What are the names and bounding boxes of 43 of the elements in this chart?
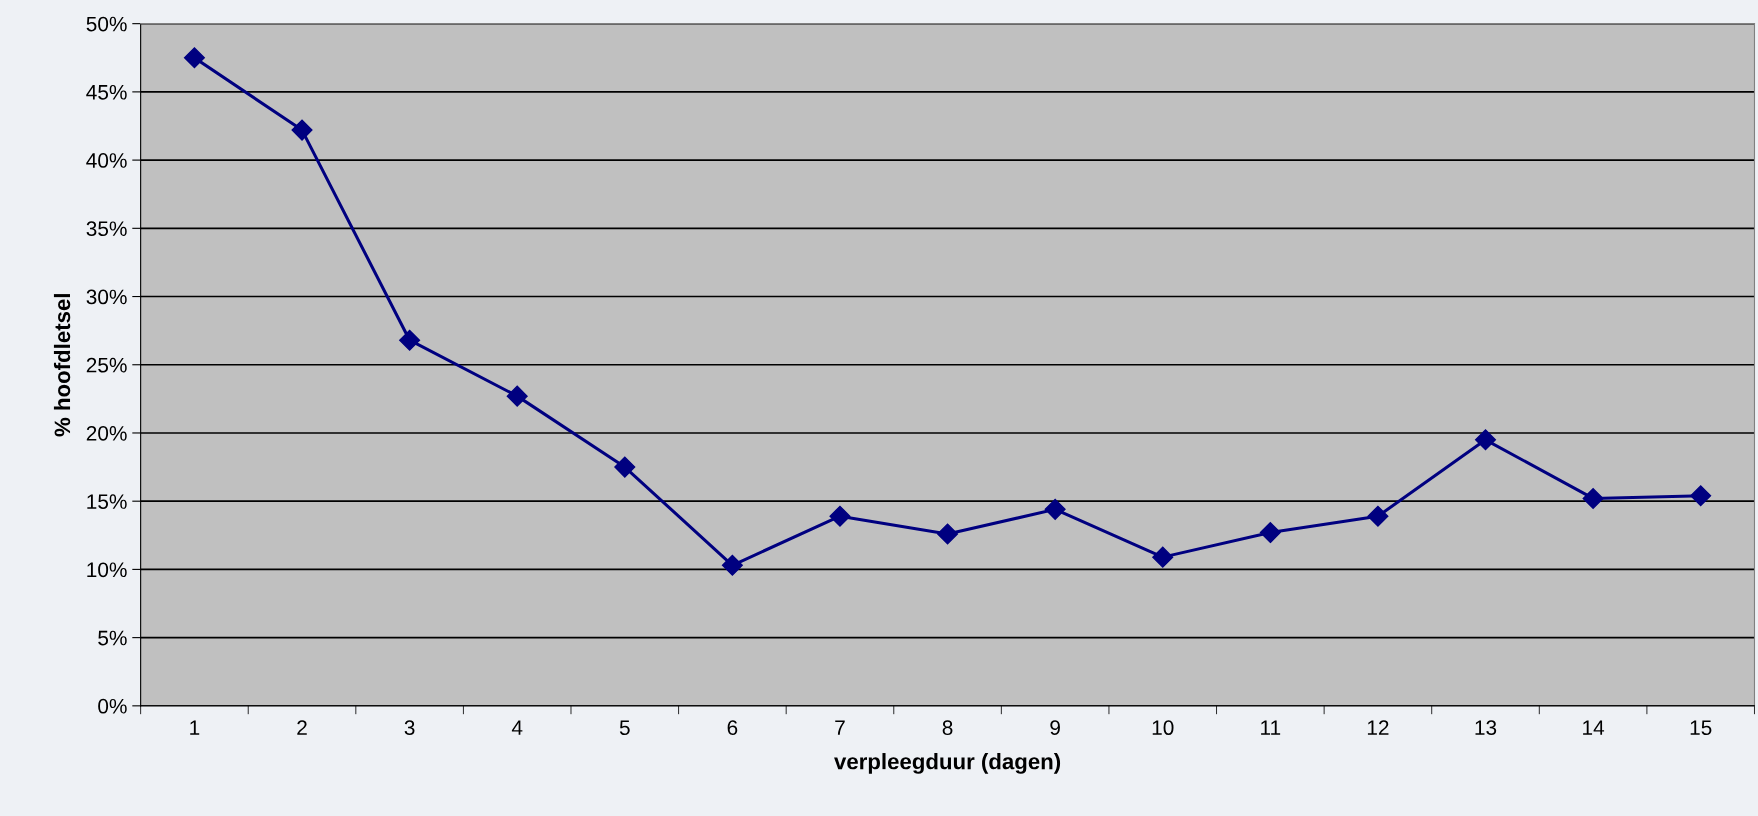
x-tick-label: 11 [1261,720,1281,735]
x-tick-label: 14 [1583,720,1605,735]
point [721,554,743,576]
y-tick-label: 15% [87,494,127,509]
point [183,47,205,69]
x-tick-label: 13 [1475,720,1497,736]
x-tick-label: 9 [1050,720,1060,736]
point [1474,429,1497,451]
y-tick-label: 25% [86,357,127,373]
x-tick-label: 12 [1367,720,1389,735]
x-tick-label: 3 [404,720,415,736]
x-tick-label: 10 [1152,720,1174,736]
y-tick-label: 45% [86,84,127,100]
y-tick-label: 50% [86,16,127,32]
x-tick-label: 15 [1690,720,1712,736]
point [937,523,959,545]
x-axis-title: verpleegduur (dagen) [834,753,1061,774]
x-tick-label: 8 [942,720,953,736]
y-tick-label: 30% [86,289,127,305]
x-tick-label: 6 [727,720,738,736]
point [506,385,528,407]
x-tick-label: 5 [619,720,630,736]
y-tick-label: 10% [87,562,127,578]
point [829,505,851,527]
point [399,329,421,351]
y-tick-label: 40% [86,153,127,168]
point [291,119,313,141]
x-tick-label: 4 [511,720,523,735]
point [1259,522,1281,544]
y-tick-label: 20% [86,425,127,441]
x-tick-label: 2 [297,720,307,735]
point [614,456,636,478]
y-tick-label: 5% [98,630,127,646]
point [1367,505,1389,527]
y-axis-title: % hoofdletsel [53,294,71,437]
point [1152,546,1174,568]
x-tick-label: 7 [835,720,845,735]
point [1690,485,1712,507]
point [1044,498,1066,520]
point [1582,487,1604,509]
y-tick-label: 35% [86,221,127,237]
x-tick-label: 1 [190,720,200,735]
y-tick-label: 0% [98,698,127,714]
